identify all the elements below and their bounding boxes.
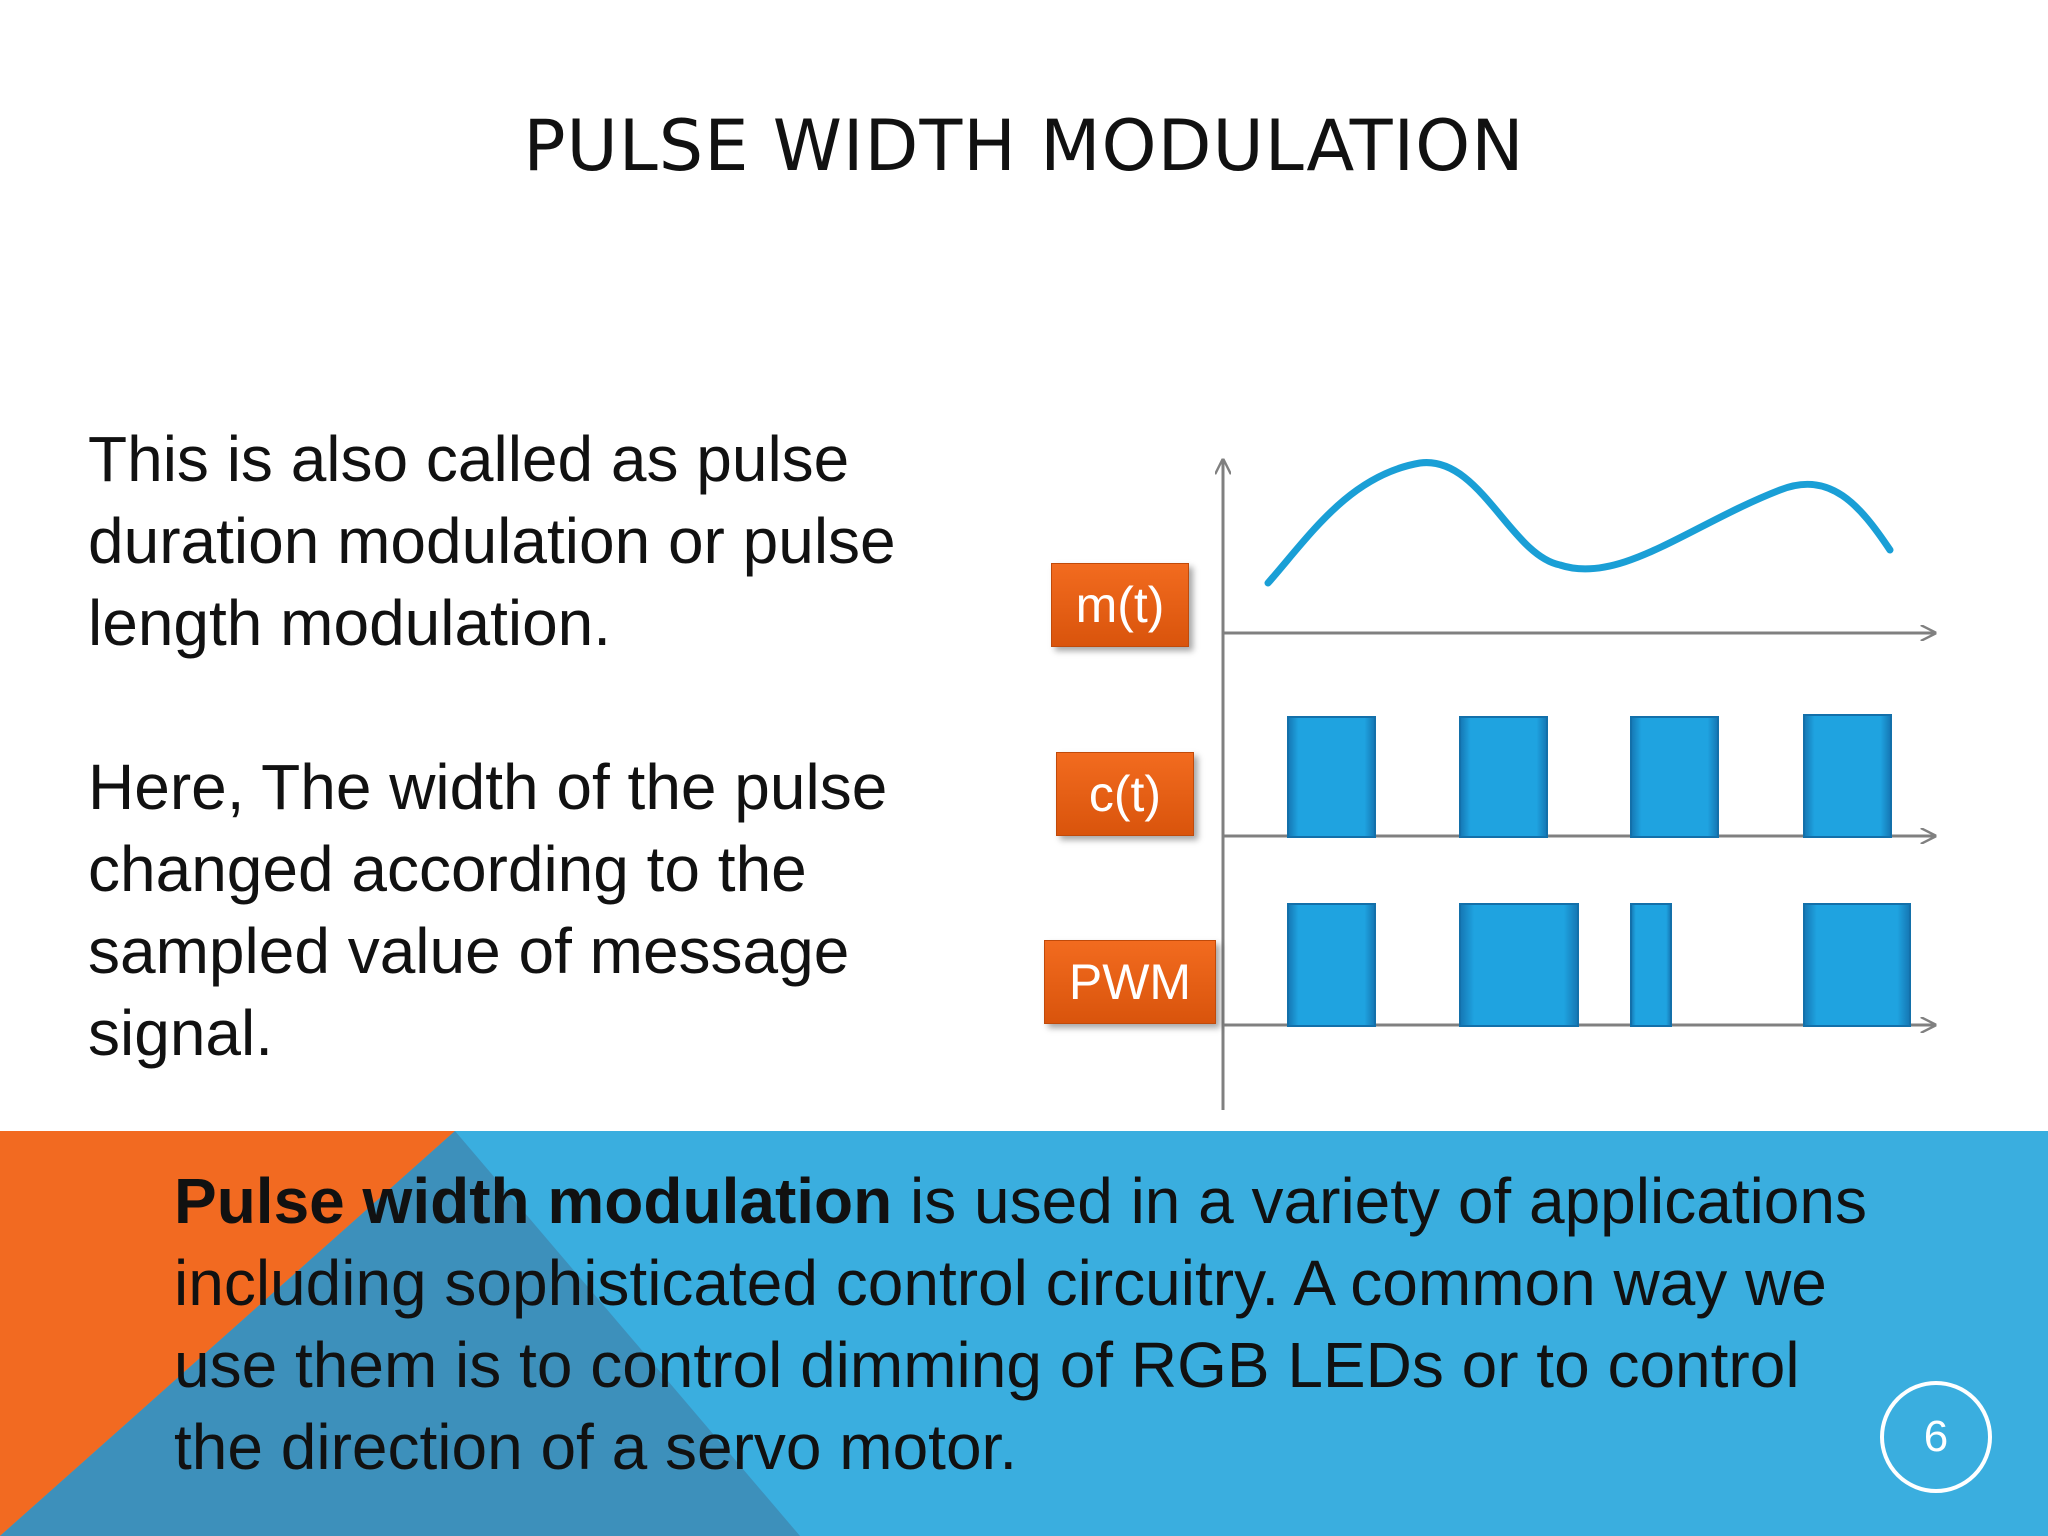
carrier-pulse (1803, 714, 1892, 838)
label-ct: c(t) (1056, 752, 1194, 836)
footer-text: Pulse width modulation is used in a vari… (174, 1160, 1894, 1488)
body-text: This is also called as pulse duration mo… (88, 418, 988, 1074)
carrier-pulse (1459, 716, 1548, 838)
message-wave (1264, 459, 1894, 587)
pwm-diagram-graphic (1040, 445, 2048, 1110)
carrier-pulse (1287, 716, 1376, 838)
carrier-pulse (1630, 716, 1719, 838)
pwm-pulse (1630, 903, 1672, 1027)
paragraph-width-description: Here, The width of the pulse changed acc… (88, 751, 888, 1069)
footer-body: is used in a variety of applications inc… (174, 1165, 1867, 1483)
pwm-pulse (1287, 903, 1376, 1027)
footer-band (0, 1131, 2048, 1536)
pwm-pulse (1803, 903, 1911, 1027)
pwm-pulse (1459, 903, 1579, 1027)
page-number-badge: 6 (1880, 1381, 1992, 1493)
label-pwm: PWM (1044, 940, 1216, 1024)
label-mt: m(t) (1051, 563, 1189, 647)
slide-title: PULSE WIDTH MODULATION (523, 105, 1525, 187)
pwm-diagram: m(t) c(t) PWM (1040, 445, 2048, 1125)
footer-band-shapes (0, 1131, 800, 1536)
paragraph-alias-names: This is also called as pulse duration mo… (88, 423, 896, 659)
footer-bold-lead: Pulse width modulation (174, 1165, 893, 1237)
